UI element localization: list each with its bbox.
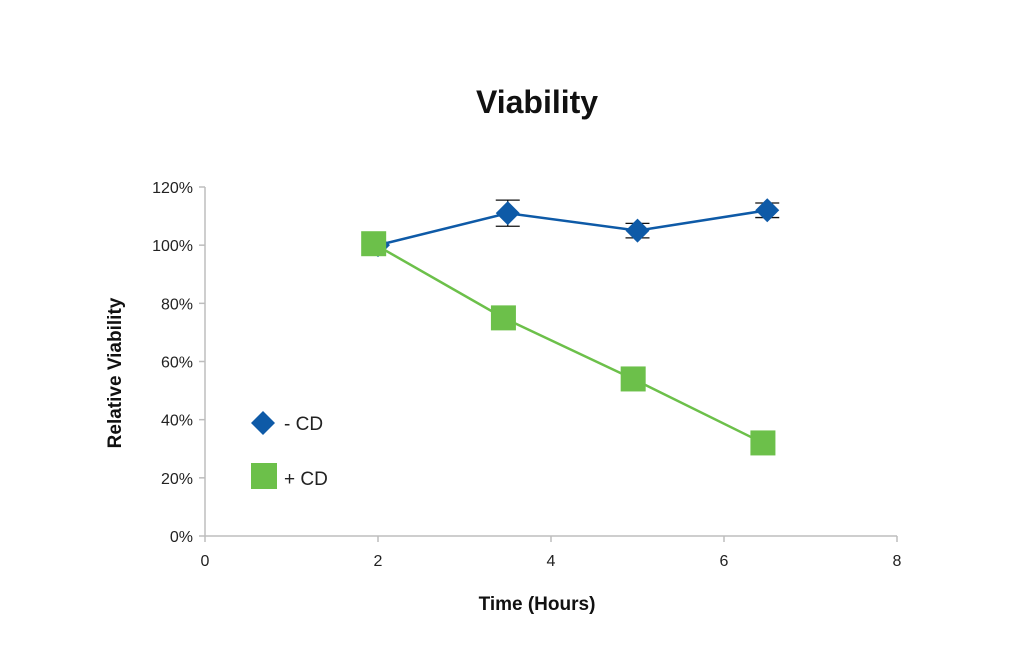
series-plus-cd	[361, 231, 776, 456]
x-tick-label: 2	[374, 553, 383, 570]
series-minus-cd	[366, 198, 780, 258]
series-group	[361, 198, 780, 456]
series-line	[377, 209, 768, 247]
y-axis-label: Relative Viability	[105, 297, 126, 448]
x-tick-label: 4	[547, 553, 556, 570]
legend-item: + CD	[251, 463, 328, 490]
x-tick-label: 8	[893, 553, 902, 570]
x-tick-label: 0	[201, 553, 210, 570]
y-tick-label: 100%	[152, 238, 193, 255]
y-tick-label: 120%	[152, 180, 193, 197]
legend-label: + CD	[284, 469, 328, 490]
data-point	[750, 430, 776, 456]
y-tick-label: 60%	[161, 355, 193, 372]
legend: - CD + CD	[251, 411, 328, 490]
legend-item: - CD	[251, 411, 323, 435]
legend-label: - CD	[284, 414, 323, 435]
series-line	[373, 242, 764, 445]
diamond-marker-icon	[251, 411, 275, 435]
y-tick-label: 80%	[161, 296, 193, 313]
data-point	[620, 366, 646, 392]
chart-title: Viability	[476, 84, 598, 120]
data-point	[495, 201, 520, 226]
data-point	[755, 198, 780, 223]
data-point	[625, 218, 650, 243]
y-tick-label: 20%	[161, 471, 193, 488]
x-tick-label: 6	[720, 553, 729, 570]
y-tick-label: 0%	[170, 529, 193, 546]
x-axis-label: Time (Hours)	[479, 594, 596, 615]
square-marker-icon	[251, 463, 277, 489]
data-point	[361, 231, 387, 257]
y-tick-label: 40%	[161, 413, 193, 430]
tick-labels: 0% 20% 40% 60% 80% 100% 120% 0 2 4 6 8	[152, 180, 901, 570]
data-point	[490, 305, 516, 331]
axes	[199, 186, 898, 542]
